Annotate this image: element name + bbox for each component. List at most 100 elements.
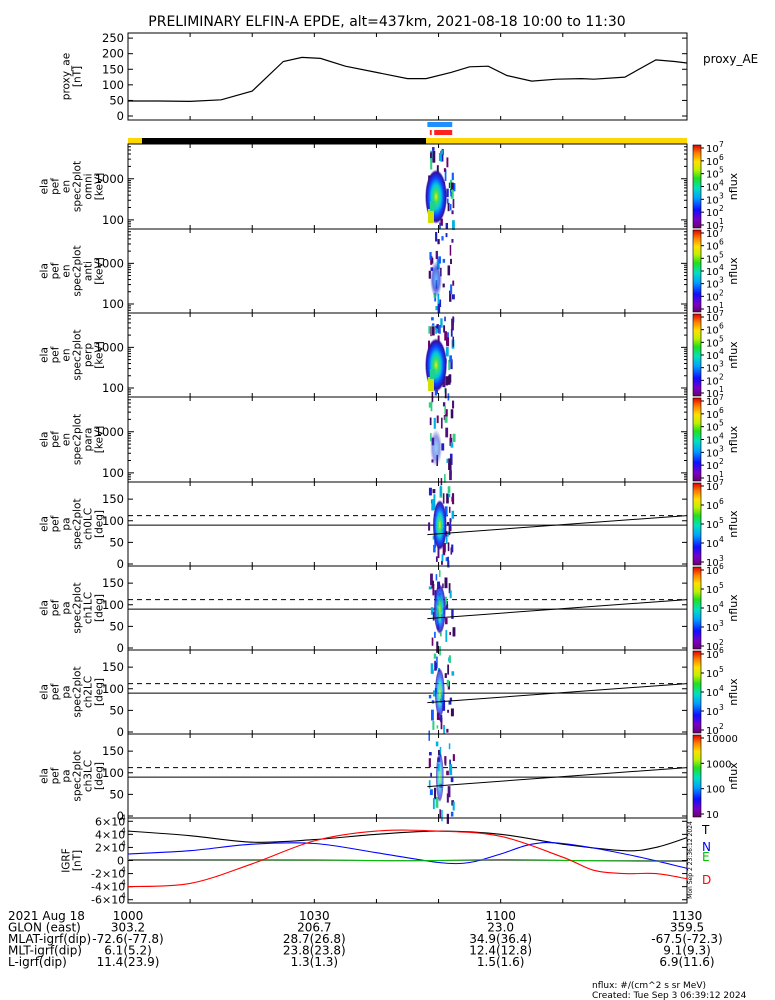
igrf-y-tick-label: 0 (117, 855, 124, 868)
cbar-label: nflux (727, 341, 740, 369)
flux-lowE (427, 377, 434, 391)
data-speck (436, 324, 439, 329)
data-speck (446, 458, 449, 464)
data-speck (449, 204, 452, 211)
data-speck (446, 198, 449, 204)
data-speck (433, 494, 436, 507)
ylabel-line: pa (61, 601, 73, 614)
cbar-tick-label: 10 (706, 688, 719, 699)
cbar-tick-label: 10 (706, 376, 719, 387)
footer-row-value: 6.1(5.2) (104, 944, 152, 958)
cbar-label: nflux (727, 510, 740, 538)
data-speck (434, 662, 437, 671)
data-speck (451, 400, 455, 409)
data-speck (448, 493, 451, 498)
y-tick-label: 0 (117, 641, 124, 655)
igrf-y-tick-exp: 4 (121, 813, 126, 822)
cbar-tick-label: 10 (706, 520, 719, 531)
data-speck (430, 573, 433, 586)
data-speck (452, 627, 456, 637)
data-speck (435, 306, 438, 311)
data-speck (447, 556, 449, 567)
data-speck (438, 570, 441, 577)
igrf-y-tick-exp: 4 (121, 892, 126, 901)
data-speck (435, 250, 438, 260)
cbar-tick-exp: 6 (719, 406, 724, 415)
cbar-tick-exp: 6 (719, 322, 724, 331)
data-speck (444, 673, 447, 678)
data-speck (443, 724, 445, 734)
status-bar-yellow-left (128, 138, 142, 144)
ylabel-line: pef (50, 767, 62, 784)
data-speck (428, 758, 431, 768)
data-speck (433, 417, 436, 429)
data-speck (428, 752, 432, 756)
colorbar (692, 566, 702, 650)
y-tick-label: 50 (109, 703, 124, 717)
data-speck (435, 741, 439, 747)
cbar-tick-exp: 3 (719, 276, 724, 285)
ylabel-line: ela (39, 516, 51, 532)
ylabel-line: pef (50, 599, 62, 616)
data-speck (439, 809, 441, 818)
igrf-y-tick-label: 6 (95, 815, 102, 828)
cbar-tick-label: 10 (706, 566, 719, 577)
cbar-tick-label: 10 (706, 474, 719, 485)
data-speck (447, 531, 449, 537)
y-tick-label: 0 (117, 109, 124, 123)
y-tick-label: 100 (102, 297, 124, 311)
data-speck (447, 202, 450, 212)
status-bar-black (128, 138, 427, 144)
y-tick-label: 150 (102, 576, 124, 590)
footer-time-label: 1030 (299, 909, 330, 923)
data-speck (449, 437, 453, 446)
ylabel-line: [keV] (94, 341, 106, 369)
data-speck (445, 222, 449, 229)
ylabel-line: pef (50, 431, 62, 448)
cbar-tick-label: 10 (706, 229, 719, 240)
y-tick-label: 50 (109, 787, 124, 801)
ylabel-line: pef (50, 346, 62, 363)
data-speck (440, 717, 443, 730)
ylabel-line: [deg] (94, 510, 106, 538)
cbar-tick-exp: 4 (719, 179, 724, 188)
cbar-tick-label: 10 (706, 195, 719, 206)
ylabel-line: ela (39, 432, 51, 448)
data-speck (428, 586, 432, 590)
cbar-tick-exp: 4 (719, 263, 724, 272)
cbar-tick-label: 10 (706, 539, 719, 550)
footer-time-label: 1130 (672, 909, 703, 923)
cbar-tick-exp: 5 (719, 250, 724, 259)
ylabel-line: [deg] (94, 678, 106, 706)
ylabel-line: ch1LC (83, 592, 95, 624)
status-bar-blue (427, 122, 453, 127)
cbar-tick-label: 10 (706, 170, 719, 181)
data-speck (441, 236, 444, 241)
data-speck (446, 770, 449, 776)
data-speck (439, 746, 442, 758)
cbar-tick-exp: 3 (719, 554, 724, 563)
data-speck (429, 252, 432, 260)
footer-table: 2021 Aug 18 1000 1030 1100 1130 GLON (east) 30… (8, 909, 747, 1000)
data-speck (446, 522, 450, 526)
ylabel-line: spec2plot (72, 414, 84, 465)
data-speck (452, 336, 455, 347)
data-speck (450, 182, 454, 190)
status-bar-red (429, 130, 453, 135)
data-speck (445, 346, 449, 357)
data-speck (430, 255, 433, 265)
ylabel-line: en (61, 433, 73, 446)
data-speck (438, 256, 441, 264)
data-speck (434, 631, 436, 638)
ylabel-line: [keV] (94, 173, 106, 201)
cbar-tick-label: 10 (706, 810, 719, 821)
cbar-tick-exp: 2 (719, 288, 724, 297)
cbar-tick-label: 10 (706, 305, 719, 316)
status-bar-yellow (426, 138, 687, 144)
cbar-tick-exp: 6 (719, 646, 724, 655)
data-speck (434, 390, 437, 396)
en_omni-frame (127, 143, 688, 230)
ylabel-line: ch0LC (83, 508, 95, 540)
ylabel-line: anti (83, 261, 95, 281)
ylabel-line: pef (50, 262, 62, 279)
